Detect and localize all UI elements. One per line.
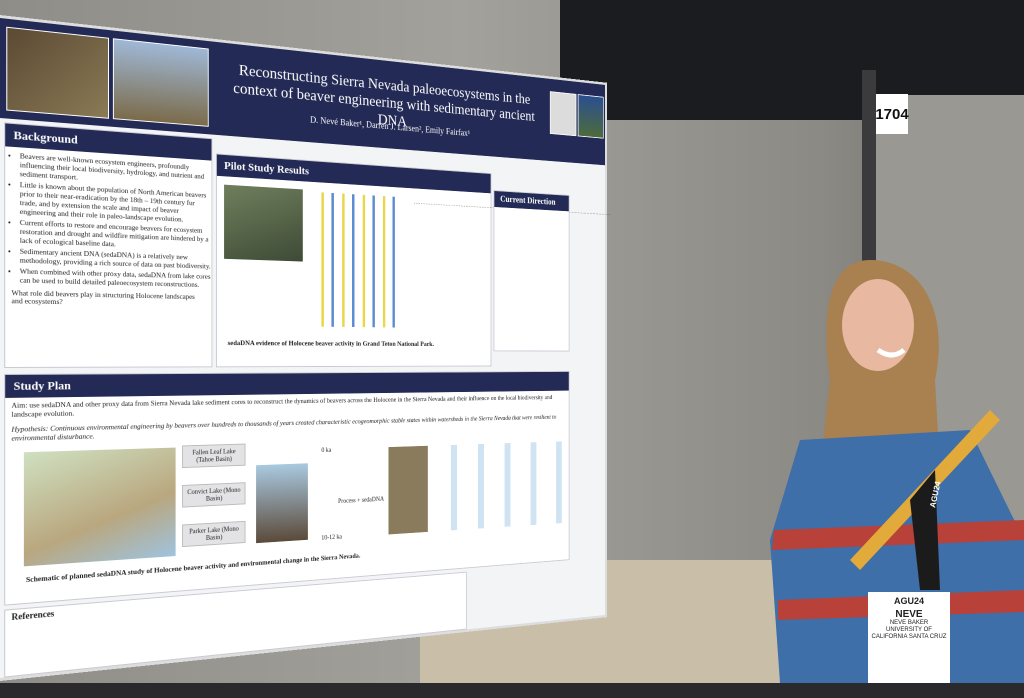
lake-label: Fallen Leaf Lake (Tahoe Basin) xyxy=(182,444,245,468)
pilot-caption: sedaDNA evidence of Holocene beaver acti… xyxy=(222,337,493,351)
poster-frame: Reconstructing Sierra Nevada paleoecosys… xyxy=(0,18,700,698)
workflow-diagram xyxy=(436,441,564,531)
bullet-list: Beavers are well-known ecosystem enginee… xyxy=(5,150,211,289)
badge-event: AGU24 xyxy=(868,596,950,606)
badge-affiliation: UNIVERSITY OF CALIFORNIA SANTA CRUZ xyxy=(868,627,950,641)
dam-photo xyxy=(113,38,209,127)
bullet: When combined with other proxy data, sed… xyxy=(20,267,212,290)
california-map xyxy=(24,448,176,567)
current-section: Current Direction xyxy=(494,190,570,351)
poster: Reconstructing Sierra Nevada paleoecosys… xyxy=(0,18,605,678)
pilot-text: ········································… xyxy=(409,198,494,215)
research-question: What role did beavers play in structurin… xyxy=(5,286,211,311)
booth-number: 1704 xyxy=(876,94,908,134)
face xyxy=(842,279,914,371)
pilot-map xyxy=(224,185,303,262)
plan-section: Study Plan Aim: use sedaDNA and other pr… xyxy=(4,371,569,606)
background-section: Background Beavers are well-known ecosys… xyxy=(4,122,212,368)
photo: {"poster":{"title":"Reconstructing Sierr… xyxy=(0,0,1024,683)
lab-photo xyxy=(388,446,427,535)
badge-first-name: NEVE xyxy=(868,609,950,620)
beaver-photo xyxy=(6,27,109,119)
name-badge: AGU24 NEVE NEVE BAKER UNIVERSITY OF CALI… xyxy=(868,592,950,683)
lake-label: Convict Lake (Mono Basin) xyxy=(182,482,245,507)
lake-photo xyxy=(578,94,604,139)
pilot-figure xyxy=(313,192,403,328)
process-label: Process + sedaDNA xyxy=(338,495,384,504)
section-heading: Current Direction xyxy=(494,191,568,211)
badge-name: NEVE BAKER xyxy=(868,620,950,627)
core-diagram xyxy=(256,463,308,543)
lake-label: Parker Lake (Mono Basin) xyxy=(182,521,245,547)
field-photo xyxy=(550,91,577,136)
pilot-section: Pilot Study Results ····················… xyxy=(216,153,491,367)
core-top: 0 ka xyxy=(321,446,331,453)
core-bottom: 10-12 ka xyxy=(321,533,342,541)
